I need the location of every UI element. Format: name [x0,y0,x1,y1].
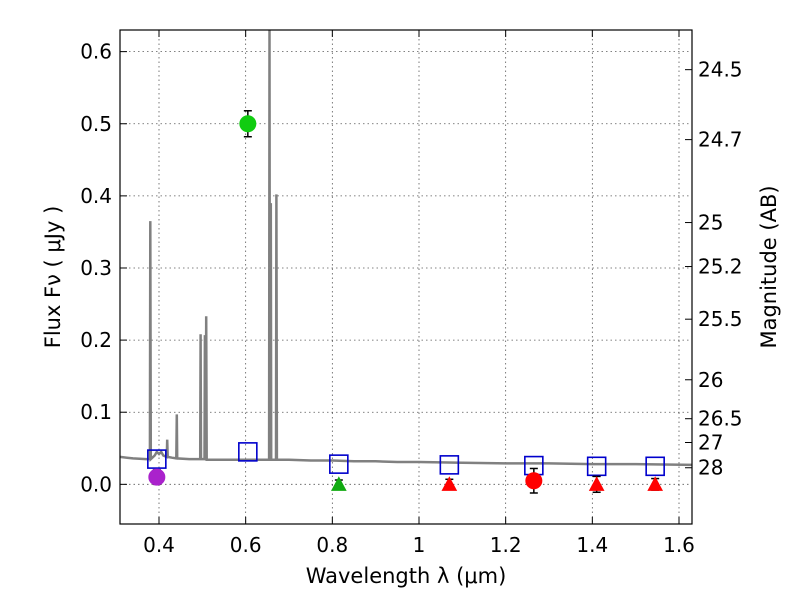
magnitude-tick-label: 26.5 [698,407,743,431]
tick-layer: 0.4 0.6 0.8 1 1.2 1.4 1.6 0.0 0.1 0.2 0.3 0.4 0.5 0.6… [80,30,743,557]
model-photometry-square [439,455,460,475]
x-tick-label: 1.6 [663,533,695,557]
plot-frame [119,29,693,525]
y-tick-label: 0.5 [80,112,112,136]
x-tick-label: 1 [413,533,426,557]
y-tick-label: 0.0 [80,472,112,496]
upper-limit-point [330,476,347,491]
model-photometry-square [329,454,349,474]
detection-point [148,468,166,486]
magnitude-tick-label: 25.2 [698,255,743,279]
magnitude-tick-label: 28 [698,456,723,480]
model-photometry-square [645,456,665,477]
y-tick-label: 0.4 [80,184,112,208]
magnitude-tick-label: 26 [698,368,723,392]
magnitude-tick-label: 27 [698,431,723,455]
model-photometry-square [147,449,167,469]
magnitude-tick-label: 24.7 [698,128,743,152]
model-spectrum-line [120,30,692,467]
detection-point [239,115,257,133]
magnitude-tick-label: 24.5 [698,58,743,82]
magnitude-tick-label: 25 [698,211,723,235]
x-tick-label: 1.2 [490,533,522,557]
model-photometry-square [586,456,607,477]
y-tick-label: 0.6 [80,40,112,64]
x-axis-label: Wavelength λ (μm) [306,564,507,588]
x-tick-label: 0.4 [143,533,175,557]
grid [120,30,692,524]
y-axis-label: Flux Fν ( μJy ) [41,206,65,349]
x-tick-label: 0.8 [316,533,348,557]
x-tick-label: 1.4 [576,533,608,557]
y-tick-label: 0.1 [80,400,112,424]
upper-limit-point [441,476,458,491]
y-tick-label: 0.2 [80,328,112,352]
detection-point [525,472,543,490]
magnitude-tick-label: 25.5 [698,307,743,331]
upper-limit-point [588,476,605,491]
x-tick-label: 0.6 [230,533,262,557]
upper-limit-point [647,476,664,491]
y-axis-right-label: Magnitude (AB) [757,185,781,348]
model-photometry-square [238,442,258,462]
y-tick-label: 0.3 [80,256,112,280]
spectrum-layer [120,30,692,467]
marker-layer [147,110,665,494]
